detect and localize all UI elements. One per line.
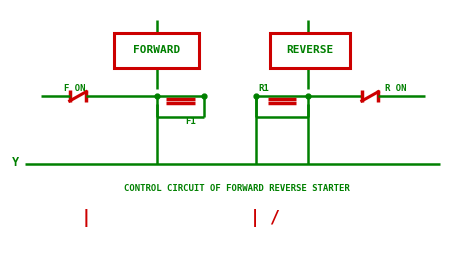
Text: F ON: F ON [64,84,86,93]
Text: R1: R1 [258,84,269,93]
FancyBboxPatch shape [270,33,350,68]
Text: FORWARD: FORWARD [133,45,181,55]
Text: F1: F1 [185,117,196,126]
Text: | /: | / [250,209,280,227]
Text: CONTROL CIRCUIT OF FORWARD REVERSE STARTER: CONTROL CIRCUIT OF FORWARD REVERSE START… [124,184,350,193]
FancyBboxPatch shape [115,33,199,68]
Text: R ON: R ON [385,84,407,93]
Text: REVERSE: REVERSE [286,45,334,55]
Text: |: | [81,209,91,227]
Text: Y: Y [12,156,19,169]
